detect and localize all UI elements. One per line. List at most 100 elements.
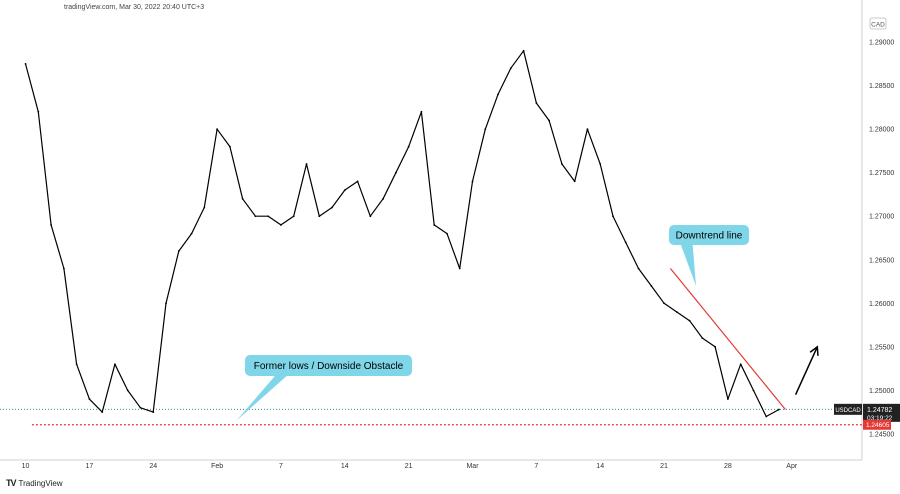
x-tick-label: 21 — [660, 463, 668, 470]
price-point — [714, 345, 717, 348]
price-point — [765, 415, 768, 418]
x-tick-label: 21 — [405, 463, 413, 470]
price-point — [484, 128, 487, 131]
price-point — [228, 145, 231, 148]
former-lows-callout-box — [245, 355, 412, 376]
price-point — [433, 224, 436, 226]
price-point — [50, 224, 52, 226]
x-tick-label: 7 — [279, 463, 283, 470]
price-point — [331, 206, 333, 209]
y-tick-label: 1.29000 — [869, 40, 894, 47]
price-point — [356, 180, 359, 183]
price-point — [305, 163, 308, 165]
price-point — [535, 102, 538, 104]
price-point — [24, 62, 27, 65]
x-tick-label: 14 — [596, 463, 604, 470]
price-point — [343, 189, 346, 192]
price-point — [688, 319, 691, 322]
x-tick-label: 7 — [534, 463, 538, 470]
price-point — [292, 215, 295, 218]
y-tick-label: 1.27500 — [869, 170, 894, 177]
price-point — [318, 215, 321, 218]
currency-badge-label: CAD — [871, 22, 885, 29]
downtrend-callout-pointer — [680, 244, 696, 286]
downtrend-line — [669, 268, 786, 410]
former-lows-callout-text: Former lows / Downside Obstacle — [254, 361, 404, 372]
price-point — [778, 408, 780, 411]
price-point — [548, 119, 551, 122]
bullish-arrow-icon — [809, 345, 819, 356]
price-point — [663, 302, 665, 305]
y-tick-label: 1.27000 — [869, 214, 894, 221]
price-point — [471, 180, 474, 183]
price-point — [369, 215, 372, 218]
footer: TV TradingView — [6, 478, 63, 488]
price-point — [624, 241, 627, 244]
price-point — [650, 284, 653, 287]
price-point — [675, 311, 678, 313]
price-point — [573, 180, 576, 183]
x-tick-label: Feb — [211, 463, 223, 470]
y-tick-label: 1.24500 — [869, 431, 894, 438]
support-price-tag — [863, 419, 891, 430]
price-point — [88, 398, 91, 400]
last-price-label: 1.24782 — [867, 407, 892, 414]
price-point — [37, 110, 40, 113]
footer-brand[interactable]: TradingView — [18, 478, 63, 488]
price-point — [420, 110, 423, 113]
price-point — [203, 206, 206, 209]
x-tick-label: 24 — [149, 463, 157, 470]
price-point — [701, 337, 704, 340]
y-tick-label: 1.26500 — [869, 257, 894, 264]
x-tick-label: 10 — [22, 463, 30, 470]
support-price-label: 1.24605 — [866, 422, 890, 429]
price-point — [599, 163, 602, 165]
y-tick-label: 1.28500 — [869, 83, 894, 90]
price-point — [522, 49, 525, 52]
price-point — [637, 267, 640, 270]
price-point — [612, 215, 614, 218]
x-tick-label: 17 — [85, 463, 93, 470]
price-point — [165, 302, 167, 305]
price-series-line — [24, 50, 780, 418]
price-point — [101, 411, 104, 414]
last-price-tag — [863, 403, 900, 422]
price-point — [586, 128, 589, 131]
price-point — [216, 128, 218, 131]
price-point — [190, 232, 193, 235]
price-point — [739, 363, 742, 366]
symbol-tag — [834, 403, 862, 415]
price-point — [727, 398, 729, 400]
tradingview-logo-icon: TV — [6, 478, 16, 488]
x-tick-label: Mar — [466, 463, 479, 470]
x-tick-label: Apr — [786, 463, 798, 470]
price-point — [114, 363, 116, 366]
price-point — [177, 250, 180, 252]
price-point — [152, 411, 155, 414]
y-tick-label: 1.25000 — [869, 388, 894, 395]
y-tick-label: 1.25500 — [869, 344, 894, 351]
price-point — [394, 171, 397, 174]
downtrend-callout-box — [669, 225, 749, 245]
symbol-tag-label: USDCAD — [835, 408, 861, 414]
price-point — [280, 224, 282, 226]
price-point — [126, 389, 129, 392]
former-lows-callout-pointer — [236, 375, 288, 421]
price-point — [241, 197, 244, 200]
y-tick-label: 1.28000 — [869, 127, 894, 134]
price-point — [139, 406, 142, 409]
currency-badge — [869, 17, 887, 30]
price-point — [382, 197, 385, 200]
price-point — [254, 215, 257, 218]
downtrend-callout-text: Downtrend line — [676, 231, 743, 242]
price-point — [509, 67, 512, 70]
x-tick-label: 14 — [341, 463, 349, 470]
price-point — [458, 267, 461, 270]
price-point — [267, 215, 270, 218]
price-point — [407, 145, 410, 148]
price-point — [75, 363, 78, 366]
bullish-arrow-shaft — [794, 346, 818, 396]
price-point — [497, 93, 499, 96]
price-point — [62, 267, 65, 270]
